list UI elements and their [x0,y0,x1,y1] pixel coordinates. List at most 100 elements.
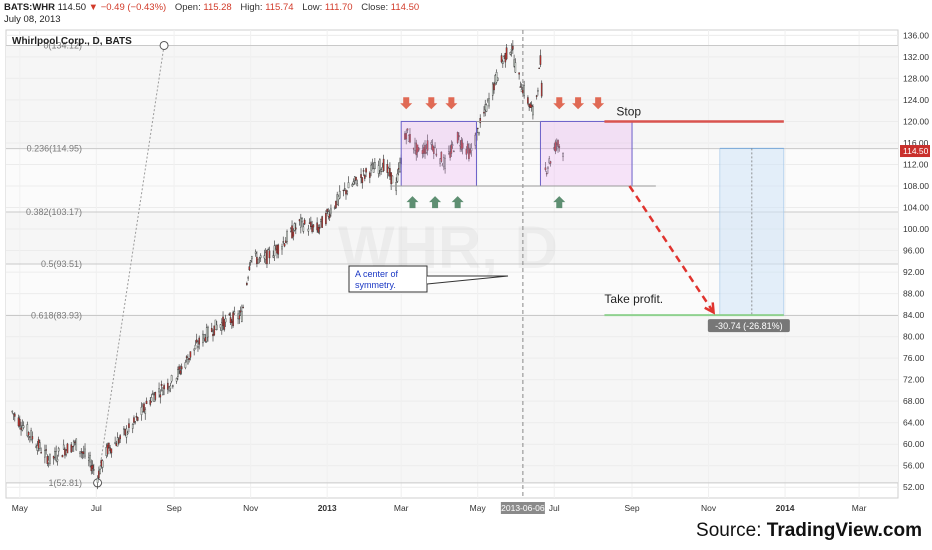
candle-body [549,161,552,164]
candle-body [220,322,223,331]
candle-body [451,144,454,146]
candle-body [282,241,285,243]
candle-body [557,140,559,147]
chart-title: Whirlpool Corp., D, BATS [12,36,132,47]
candle-body [548,158,551,164]
candle-body [276,244,278,254]
fib-label: 0.236(114.95) [27,144,82,154]
fib-zone [6,45,898,149]
y-tick-label: 84.00 [903,310,925,320]
candle-body [203,334,206,339]
candle-body [39,442,41,449]
candle-body [84,448,86,457]
candle-body [116,437,119,447]
candle-body [465,148,468,155]
y-tick-label: 128.00 [903,73,929,83]
candle-body [141,405,144,413]
measure-box [719,148,785,316]
candle-body [505,47,508,60]
candle-body [502,61,504,65]
candle-body [135,416,138,418]
candle-body [478,132,480,135]
candle-body [425,148,428,153]
candle-body [99,469,101,475]
candle-body [347,182,350,189]
fib-label: 0.618(83.93) [31,310,82,320]
callout-pointer [426,275,509,285]
candle-body [194,344,197,350]
candle-body [308,222,311,224]
candle-body [185,356,188,358]
candle-body [527,97,529,104]
candle-body [538,67,540,70]
candle-body [163,385,165,390]
candle-body [483,111,485,114]
candle-body [115,443,118,447]
candle-body [484,104,487,111]
candle-body [12,413,15,415]
candle-body [453,150,455,153]
candle-body [444,158,446,169]
source-prefix: Source: [696,520,767,541]
down-arrow-icon [592,97,605,110]
candle-body [31,436,34,440]
candle-body [20,427,22,430]
candle-body [207,326,209,338]
symbol-name: BATS:WHR [4,2,56,13]
candle-body [256,256,258,265]
candle-body [382,158,385,172]
candle-body [204,337,207,342]
candle-body [298,219,301,222]
candle-body [470,147,473,151]
candle-body [365,168,367,173]
candle-body [277,244,280,255]
candle-body [49,453,51,464]
candle-body [346,191,349,194]
candle-body [562,152,564,158]
price-chart[interactable]: WHR, D 0(134.12)0.236(114.95)0.382(103.1… [0,26,932,520]
candle-body [389,168,391,177]
candle-body [301,218,303,223]
candle-body [469,149,471,154]
candle-body [71,445,74,448]
cursor-date-tag [500,502,545,514]
bar-date: July 08, 2013 [4,14,61,25]
candle-body [361,177,364,183]
close-label: Close: [361,2,389,13]
fib-handle-high [159,40,169,50]
open-label: Open: [174,2,201,13]
candle-body [238,315,241,320]
candle-body [352,181,355,185]
y-tick-label: 72.00 [903,375,925,385]
candle-body [184,362,187,369]
candle-body [197,346,199,348]
candle-body [136,417,139,421]
fib-label: 0.5(93.51) [41,259,82,269]
candle-body [397,168,400,170]
candle-body [47,460,50,463]
y-tick-label: 76.00 [903,353,925,363]
candle-body [360,174,362,178]
x-tick-label: Mar [852,503,867,513]
candle-body [195,339,198,343]
y-tick-label: 68.00 [903,396,925,406]
high-value: 115.74 [265,2,294,13]
price-change: ▼ −0.49 (−0.43%) [88,2,167,13]
candle-body [57,448,60,452]
candle-body [317,227,320,233]
down-arrow-icon [572,97,585,110]
candle-body [503,55,505,58]
up-arrow-icon [406,196,419,209]
candle-body [98,470,100,479]
x-tick-label: Jul [549,503,560,513]
candle-body [134,421,137,423]
x-tick-label: Sep [167,503,182,513]
candle-body [321,216,323,228]
y-tick-label: 96.00 [903,246,925,256]
candle-body [468,147,470,160]
candle-body [337,196,340,200]
candle-body [289,228,292,232]
candle-body [345,189,347,195]
candle-body [131,423,134,429]
candle-body [504,53,507,63]
